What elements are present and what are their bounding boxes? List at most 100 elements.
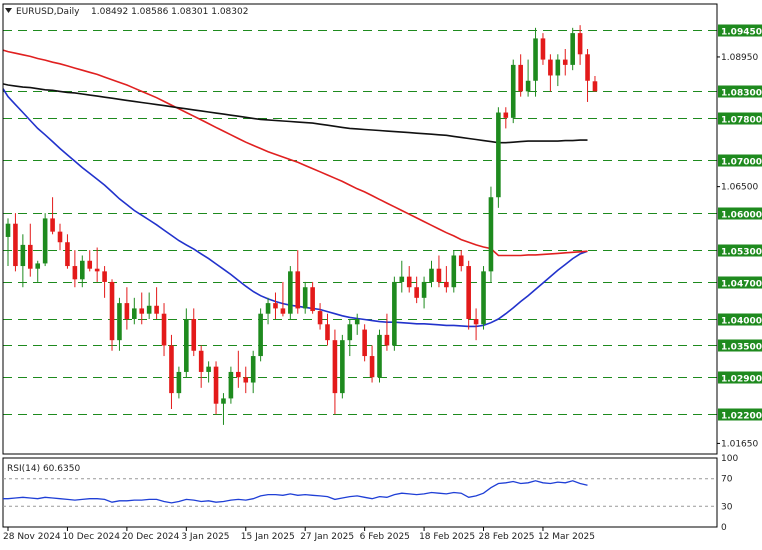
candle-body (533, 38, 538, 81)
candle-body (87, 260, 93, 269)
level-label: 1.04700 (721, 280, 762, 290)
time-tick-label: 28 Nov 2024 (3, 532, 61, 542)
bull-candle (176, 366, 182, 399)
bear-candle (325, 313, 330, 346)
time-tick-label: 20 Dec 2024 (122, 532, 180, 542)
bear-candle (191, 308, 197, 357)
candle-body (221, 398, 226, 404)
bear-candle (124, 287, 130, 330)
bear-candle (406, 266, 412, 293)
time-axis: 28 Nov 2024 10 Dec 2024 20 Dec 2024 3 Jan 2… (3, 527, 595, 542)
price-axis: 1.09450 1.08300 1.07800 1.07000 1.06000 1.053… (717, 24, 762, 449)
candle-body (555, 59, 561, 76)
level-label: 1.02900 (721, 375, 762, 385)
candle-body (585, 54, 590, 81)
bull-candle (42, 213, 48, 267)
bear-candle (436, 255, 442, 288)
level-label-bg (718, 112, 762, 125)
candle-body (562, 59, 568, 65)
bear-candle (503, 107, 509, 129)
bull-candle (228, 366, 234, 404)
bear-candle (332, 329, 338, 415)
bear-candle (414, 276, 419, 304)
candle-body (184, 319, 189, 372)
candle-body (466, 266, 471, 319)
time-tick-label: 27 Jan 2025 (300, 532, 354, 542)
candle-body (302, 287, 308, 309)
candle-body (473, 319, 479, 325)
bull-candle (250, 350, 256, 394)
level-label-bg (718, 313, 762, 326)
candle-body (444, 281, 449, 288)
time-tick-label: 10 Dec 2024 (62, 532, 120, 542)
candle-body (65, 242, 70, 267)
level-label-bg (718, 154, 762, 167)
bull-candle (302, 281, 308, 314)
candle-body (592, 81, 598, 92)
candle-body (35, 263, 41, 269)
candle-body (377, 334, 382, 378)
bull-candle (206, 361, 211, 383)
candle-body (421, 281, 427, 298)
candle-body (273, 303, 278, 309)
bear-candle (280, 281, 286, 317)
bear-candle (466, 260, 471, 330)
level-label: 1.07000 (721, 158, 762, 168)
candle-body (117, 303, 122, 341)
bear-candle (109, 279, 115, 351)
candle-body (458, 255, 464, 267)
bear-candle (369, 345, 375, 383)
candle-body (384, 334, 390, 346)
candle-body (288, 271, 293, 314)
level-lines (3, 30, 717, 415)
time-tick-label: 15 Jan 2025 (241, 532, 295, 542)
level-label-bg (718, 85, 762, 98)
candle-body (154, 305, 159, 314)
bear-candle (94, 247, 100, 282)
level-label-bg (718, 244, 762, 257)
rsi-panel-border (2, 457, 718, 528)
bear-candle (87, 250, 93, 272)
candle-body (518, 64, 523, 92)
main-panel-border (2, 3, 718, 455)
candle-body (496, 112, 501, 198)
candle-body (525, 80, 531, 92)
bear-candle (518, 54, 523, 97)
candle-body (406, 276, 412, 288)
collapse-triangle-icon[interactable] (5, 8, 12, 13)
chart-frame (2, 3, 718, 455)
bear-candle (310, 281, 315, 314)
price-tick-label: 1.06500 (721, 183, 758, 193)
bear-candle (585, 49, 590, 102)
candle-body (347, 324, 353, 341)
bear-candle (562, 49, 568, 76)
bull-candle (525, 59, 531, 97)
bear-candle (27, 223, 33, 277)
candle-body (213, 366, 219, 404)
bull-candle (288, 266, 293, 319)
candle-body (102, 271, 107, 282)
candle-body (503, 112, 509, 118)
bull-candle (265, 297, 271, 325)
bull-candle (117, 297, 122, 351)
chart-symbol: EURUSD,Daily (16, 7, 80, 17)
bull-candle (555, 54, 561, 87)
candle-body (42, 218, 48, 264)
bear-candle (169, 334, 174, 409)
sma-blue-line (2, 88, 588, 328)
candle-body (414, 287, 419, 298)
level-label: 1.04000 (721, 317, 762, 327)
bull-candle (488, 186, 494, 282)
bull-candle (184, 308, 189, 378)
level-label-bg (718, 339, 762, 352)
candle-body (236, 371, 241, 378)
candle-body (488, 197, 494, 272)
candle-body (340, 340, 345, 394)
level-label: 1.02200 (721, 412, 762, 422)
candle-body (570, 33, 575, 65)
bear-candle (213, 361, 219, 415)
candle-body (548, 59, 553, 76)
candle-body (13, 223, 18, 267)
bear-candle (473, 308, 479, 341)
time-tick-label: 3 Jan 2025 (181, 532, 229, 542)
